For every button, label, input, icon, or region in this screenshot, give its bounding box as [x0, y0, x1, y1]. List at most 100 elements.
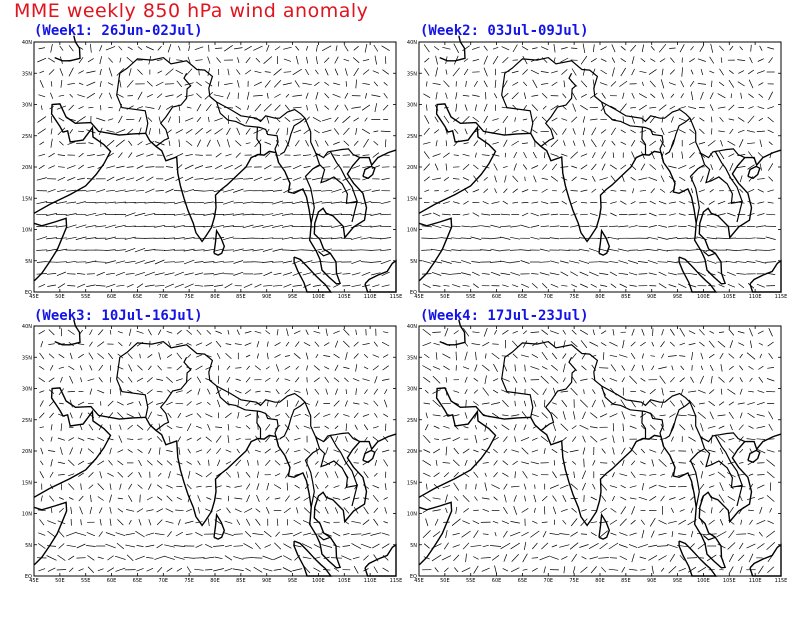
wind-vector — [660, 495, 665, 502]
wind-vector — [550, 283, 559, 288]
wind-vector — [580, 201, 588, 204]
wind-vector — [176, 567, 183, 572]
lat-tick-label: EQ — [25, 290, 32, 296]
wind-vector — [481, 213, 491, 216]
wind-vector — [481, 364, 490, 372]
wind-vector — [46, 248, 58, 252]
wind-vector — [719, 353, 724, 359]
wind-vector — [583, 389, 585, 394]
wind-vector — [246, 494, 251, 503]
wind-vector — [590, 283, 597, 288]
wind-vector — [700, 471, 704, 479]
wind-vector — [580, 213, 588, 216]
wind-vector — [669, 47, 676, 49]
wind-vector — [163, 225, 176, 228]
wind-vector — [551, 448, 558, 454]
wind-vector — [174, 283, 184, 288]
wind-vector — [164, 283, 175, 288]
wind-vector — [380, 237, 392, 240]
wind-vector — [542, 388, 547, 395]
wind-vector — [254, 449, 261, 453]
wind-vector — [493, 363, 498, 372]
lon-tick-label: 110E — [749, 294, 762, 300]
wind-vector — [423, 543, 430, 549]
wind-vector — [481, 402, 490, 405]
wind-vector — [590, 139, 597, 148]
wind-vector — [226, 92, 231, 100]
wind-vector — [137, 91, 143, 100]
wind-vector — [163, 237, 176, 239]
wind-vector — [531, 104, 539, 112]
wind-vector — [471, 261, 481, 263]
wind-vector — [737, 129, 745, 133]
wind-vector — [382, 69, 390, 75]
wind-vector — [558, 249, 570, 251]
lon-tick-label: 115E — [775, 578, 788, 584]
wind-vector — [234, 47, 243, 50]
wind-vector — [492, 378, 499, 382]
lon-tick-label: 70E — [159, 294, 169, 300]
wind-vector — [125, 532, 135, 536]
wind-vector — [523, 105, 527, 111]
wind-vector — [620, 506, 627, 515]
wind-vector — [435, 459, 438, 466]
lon-tick-label: 85E — [236, 294, 246, 300]
wind-vector — [292, 271, 302, 276]
wind-vector — [523, 542, 527, 550]
wind-vector — [552, 495, 557, 502]
wind-vector — [57, 283, 66, 289]
wind-vector — [321, 237, 333, 239]
wind-vector — [462, 153, 470, 157]
wind-vector — [383, 521, 388, 524]
wind-vector — [109, 518, 112, 526]
wind-vector — [58, 530, 65, 538]
wind-vector — [205, 485, 212, 488]
wind-vector — [343, 58, 350, 62]
wind-vector — [117, 412, 124, 419]
wind-vector — [658, 43, 667, 53]
wind-vector — [95, 201, 107, 204]
lon-tick-label: 55E — [81, 578, 91, 584]
wind-vector — [331, 224, 342, 229]
wind-vector — [669, 341, 675, 347]
wind-vector — [589, 92, 598, 99]
wind-vector — [352, 57, 360, 64]
wind-vector — [738, 342, 745, 346]
wind-vector — [699, 128, 705, 135]
lon-tick-label: 70E — [544, 578, 554, 584]
wind-vector — [78, 70, 84, 74]
wind-vector — [334, 116, 339, 123]
wind-vector — [709, 92, 714, 100]
wind-vector — [767, 47, 774, 50]
wind-vector — [235, 426, 241, 429]
wind-vector — [491, 555, 500, 561]
wind-vector — [156, 543, 163, 549]
wind-vector — [157, 365, 162, 371]
wind-vector — [215, 164, 223, 170]
wind-vector — [493, 472, 498, 478]
wind-vector — [580, 533, 588, 535]
wind-vector — [321, 261, 333, 263]
wind-vector — [266, 92, 269, 99]
wind-vector — [156, 519, 163, 526]
wind-vector — [709, 389, 715, 394]
wind-vector — [164, 544, 175, 548]
wind-vector — [532, 129, 538, 134]
wind-vector — [544, 399, 546, 408]
wind-vector — [117, 471, 124, 478]
lon-tick-label: 115E — [775, 294, 788, 300]
wind-vector — [533, 494, 537, 503]
wind-vector — [334, 471, 339, 479]
wind-vector — [559, 260, 569, 264]
wind-vector — [757, 58, 764, 62]
wind-vector — [670, 422, 675, 432]
wind-vector — [571, 176, 577, 182]
wind-vector — [134, 247, 146, 253]
wind-vector — [591, 175, 596, 182]
wind-vector — [661, 387, 664, 396]
wind-vector — [708, 340, 715, 348]
country-border — [318, 250, 331, 257]
wind-vector — [482, 341, 490, 347]
wind-vector — [580, 340, 588, 349]
wind-vector — [315, 139, 319, 147]
